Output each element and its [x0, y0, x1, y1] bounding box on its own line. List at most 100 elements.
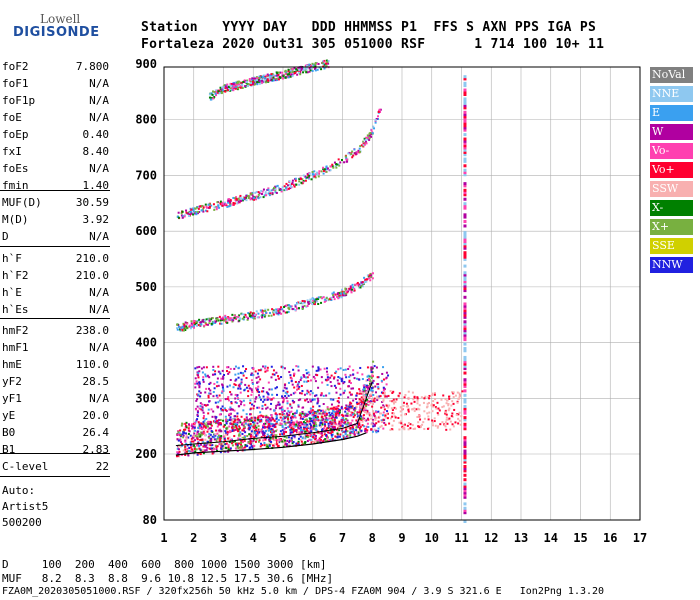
echo-point [319, 432, 322, 435]
echo-point [315, 423, 318, 426]
echo-point [271, 428, 274, 431]
echo-point [264, 426, 267, 429]
echo-point [463, 273, 467, 277]
echo-point [325, 297, 328, 300]
echo-point [463, 191, 467, 195]
echo-point [252, 425, 255, 428]
echo-point [298, 183, 301, 186]
echo-point [297, 381, 300, 384]
echo-point [463, 139, 467, 143]
echo-point [241, 317, 244, 320]
param-row-mufd: MUF(D) 30.59 [2, 194, 109, 211]
echo-point [264, 403, 267, 406]
echo-point [309, 390, 312, 393]
x-tick-label: 1 [160, 531, 167, 545]
echo-point [234, 87, 237, 90]
echo-point [232, 319, 235, 322]
echo-point [271, 430, 274, 433]
echo-point [188, 213, 191, 216]
echo-point [402, 404, 405, 407]
echo-point [253, 421, 256, 424]
echo-point [319, 412, 322, 415]
echo-point [268, 397, 271, 400]
echo-point [220, 407, 223, 410]
echo-point [382, 427, 385, 430]
echo-point [204, 203, 207, 206]
echo-point [340, 159, 343, 162]
echo-point [292, 431, 295, 434]
echo-point [373, 414, 376, 417]
echo-point [261, 390, 264, 393]
echo-point [301, 429, 304, 432]
echo-point [247, 424, 250, 427]
echo-point [463, 137, 467, 141]
echo-point [193, 447, 196, 450]
echo-point [263, 194, 266, 197]
echo-point [323, 367, 326, 370]
echo-point [184, 439, 187, 442]
echo-point [264, 422, 267, 425]
echo-point [353, 412, 356, 415]
echo-point [303, 416, 306, 419]
echo-point [363, 395, 366, 398]
echo-point [286, 402, 289, 405]
echo-point [240, 400, 243, 403]
echo-point [297, 307, 300, 310]
echo-point [281, 366, 284, 369]
echo-point [270, 78, 273, 81]
echo-point [463, 215, 467, 219]
echo-point [463, 309, 467, 313]
echo-point [313, 414, 316, 417]
echo-point [370, 369, 373, 372]
echo-point [275, 417, 278, 420]
echo-point [297, 442, 300, 445]
echo-point [325, 417, 328, 420]
echo-point [364, 395, 367, 398]
echo-point [438, 409, 441, 412]
param-label: foEp [2, 128, 29, 141]
param-value: N/A [89, 341, 109, 354]
echo-point [331, 430, 334, 433]
echo-point [229, 412, 232, 415]
param-row-hme: hmE 110.0 [2, 356, 109, 373]
echo-point [463, 289, 467, 293]
echo-point [338, 376, 341, 379]
echo-point [362, 406, 365, 409]
echo-point [463, 277, 467, 281]
echo-point [463, 246, 467, 250]
echo-point [409, 423, 412, 426]
echo-point [377, 383, 380, 386]
echo-point [256, 316, 259, 319]
echo-point [217, 365, 220, 368]
echo-point [348, 414, 351, 417]
echo-point [284, 311, 287, 314]
echo-point [295, 183, 298, 186]
echo-point [303, 432, 306, 435]
echo-point [190, 447, 193, 450]
echo-point [431, 421, 434, 424]
echo-point [177, 452, 180, 455]
param-label: hmE [2, 358, 22, 371]
echo-point [255, 396, 258, 399]
echo-point [340, 378, 343, 381]
echo-point [232, 82, 235, 85]
echo-point [270, 425, 273, 428]
echo-point [277, 313, 280, 316]
echo-point [285, 443, 288, 446]
echo-point [208, 317, 211, 320]
echo-point [181, 210, 184, 213]
echo-point [221, 201, 224, 204]
echo-point [335, 405, 338, 408]
echo-point [249, 442, 252, 445]
echo-point [207, 420, 210, 423]
echo-point [226, 205, 229, 208]
echo-point [226, 89, 229, 92]
echo-point [463, 335, 467, 339]
echo-point [348, 380, 351, 383]
echo-point [316, 402, 319, 405]
echo-point [321, 422, 324, 425]
echo-point [233, 314, 236, 317]
echo-point [270, 388, 273, 391]
echo-point [293, 386, 296, 389]
echo-point [261, 444, 264, 447]
